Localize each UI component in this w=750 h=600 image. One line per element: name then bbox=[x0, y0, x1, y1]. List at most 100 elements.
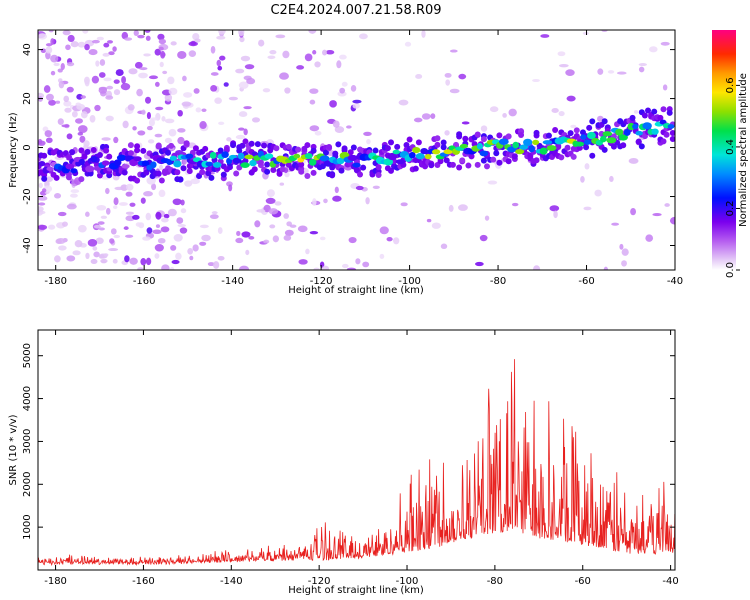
spectrogram-cell bbox=[645, 234, 654, 242]
spectrogram-cell bbox=[121, 164, 130, 169]
spectrogram-cell bbox=[236, 230, 241, 237]
spectrogram-cell bbox=[185, 153, 194, 159]
spectrogram-cell bbox=[102, 52, 110, 57]
spectrogram-cell bbox=[113, 89, 121, 96]
spectrogram-cell bbox=[192, 145, 199, 152]
spectrogram-cell bbox=[76, 93, 83, 100]
spectrogram-cell bbox=[667, 124, 675, 129]
spectrogram-cell bbox=[105, 207, 111, 215]
spectrogram-cell bbox=[103, 42, 110, 48]
spectrogram-cell bbox=[95, 60, 100, 67]
spectrogram-cell bbox=[173, 160, 182, 168]
spectrogram-cell bbox=[449, 88, 460, 94]
spectrogram-cell bbox=[533, 265, 541, 270]
snr-x-tick-label: -40 bbox=[662, 576, 678, 587]
spectrogram-cell bbox=[66, 203, 77, 210]
spectrogram-cell bbox=[353, 167, 360, 174]
spectrogram-cell bbox=[458, 204, 468, 211]
spectrogram-cell bbox=[53, 174, 60, 181]
spectrogram-y-tick-label: -40 bbox=[22, 237, 33, 253]
spectrogram-cell bbox=[242, 157, 249, 164]
spectrogram-cell bbox=[564, 144, 571, 151]
spectrogram-cell bbox=[338, 167, 345, 174]
spectrogram-cell bbox=[144, 30, 151, 33]
spectrogram-cell bbox=[415, 139, 422, 146]
spectrogram-cell bbox=[474, 161, 481, 168]
spectrogram-cell bbox=[248, 236, 255, 240]
spectrogram-cell bbox=[304, 173, 311, 180]
spectrogram-cell bbox=[38, 202, 46, 206]
spectrogram-cell bbox=[284, 171, 290, 178]
spectrogram-cell bbox=[177, 176, 184, 183]
spectrogram-cell bbox=[148, 118, 156, 127]
spectrogram-cell bbox=[125, 211, 134, 215]
spectrogram-cell bbox=[134, 177, 141, 184]
spectrogram-cell bbox=[332, 195, 342, 202]
spectrogram-cell bbox=[444, 130, 450, 136]
spectrogram-cell bbox=[192, 32, 200, 41]
spectrogram-cell bbox=[448, 204, 454, 212]
spectrogram-cell bbox=[199, 169, 206, 176]
spectrogram-cell bbox=[166, 159, 173, 166]
spectrogram-cell bbox=[70, 41, 79, 48]
spectrogram-cell bbox=[112, 205, 118, 210]
spectrogram-cell bbox=[124, 37, 133, 41]
spectrogram-cell bbox=[304, 142, 311, 149]
spectrogram-cell bbox=[428, 162, 435, 169]
spectrogram-cell bbox=[99, 59, 106, 66]
spectrogram-cell bbox=[218, 30, 226, 35]
spectrogram-cell bbox=[235, 237, 244, 244]
snr-y-ticks: 1000 2000 3000 4000 5000 bbox=[22, 343, 675, 540]
spectrogram-cell bbox=[546, 145, 557, 151]
spectrogram-cell bbox=[113, 79, 120, 84]
spectrogram-cell bbox=[45, 46, 53, 54]
spectrogram-cell bbox=[632, 123, 639, 130]
spectrogram-cell bbox=[202, 145, 209, 152]
spectrogram-cell bbox=[106, 85, 114, 90]
spectrogram-y-tick-label: 40 bbox=[22, 43, 33, 56]
colorbar-gradient bbox=[712, 30, 736, 270]
spectrogram-cell bbox=[145, 212, 152, 221]
spectrogram-cell bbox=[155, 106, 164, 111]
spectrogram-cell bbox=[81, 153, 88, 160]
spectrogram-cell bbox=[189, 255, 194, 261]
spectrogram-cell bbox=[490, 156, 497, 163]
spectrogram-cell bbox=[355, 258, 361, 265]
snr-panel: -180 -160 -140 -120 -100 -80 -60 -40 1000 2000 30… bbox=[8, 329, 679, 596]
spectrogram-cell bbox=[238, 127, 245, 131]
spectrogram-cell bbox=[118, 202, 128, 206]
figure-title: C2E4.2024.007.21.58.R09 bbox=[270, 3, 441, 18]
spectrogram-cell bbox=[633, 110, 639, 114]
spectrogram-cell bbox=[208, 174, 215, 181]
spectrogram-cell bbox=[205, 161, 213, 167]
spectrogram-cell bbox=[148, 75, 159, 80]
snr-x-tick-label: -160 bbox=[132, 576, 155, 587]
spectrogram-cell bbox=[173, 233, 183, 242]
spectrogram-cell bbox=[107, 40, 113, 44]
spectrogram-cell bbox=[638, 143, 645, 150]
spectrogram-cell bbox=[90, 258, 98, 265]
spectrogram-cell bbox=[65, 44, 71, 51]
spectrogram-cell bbox=[133, 30, 139, 36]
spectrogram-cell bbox=[415, 74, 423, 79]
spectrogram-cell bbox=[66, 133, 73, 140]
spectrogram-cell bbox=[456, 164, 463, 171]
spectrogram-cell bbox=[540, 34, 550, 38]
spectrogram-ylabel: Frequency (Hz) bbox=[8, 112, 19, 188]
spectrogram-cell bbox=[121, 31, 129, 40]
snr-x-tick-label: -140 bbox=[220, 576, 243, 587]
spectrogram-cell bbox=[555, 144, 562, 151]
snr-frame bbox=[37, 329, 676, 571]
spectrogram-cell bbox=[98, 227, 105, 231]
spectrogram-cell bbox=[180, 165, 187, 172]
spectrogram-cell bbox=[232, 157, 242, 164]
spectrogram-cell bbox=[127, 142, 134, 149]
spectrogram-cell bbox=[630, 207, 637, 216]
spectrogram-cell bbox=[489, 106, 499, 113]
spectrogram-cell bbox=[110, 228, 117, 235]
spectrogram-cell bbox=[421, 113, 431, 120]
spectrogram-cell bbox=[127, 150, 134, 157]
spectrogram-cell bbox=[54, 255, 61, 263]
spectrogram-cell bbox=[38, 206, 44, 212]
spectrogram-cell bbox=[65, 153, 72, 160]
